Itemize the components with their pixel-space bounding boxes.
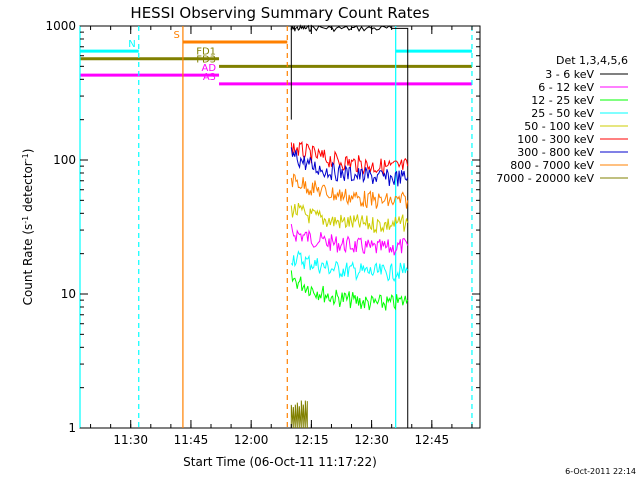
y-axis-label-sup1: -1 <box>21 216 30 224</box>
series-line <box>290 400 308 429</box>
legend-entry-label: 800 - 7000 keV <box>510 159 594 172</box>
x-tick-label: 11:30 <box>113 433 148 447</box>
y-tick-label: 100 <box>53 153 76 167</box>
y-axis-label-end: ) <box>21 149 35 154</box>
series-line <box>290 223 409 256</box>
series-line <box>290 202 409 234</box>
y-axis-label-sup2: -1 <box>21 153 30 161</box>
legend-entry-label: 6 - 12 keV <box>538 81 594 94</box>
legend-entry-label: 12 - 25 keV <box>531 94 594 107</box>
series-line <box>290 173 409 209</box>
footer-timestamp: 6-Oct-2011 22:14 <box>565 467 636 476</box>
flag-label: A3 <box>203 72 216 83</box>
y-axis-label: Count Rate (s-1 detector-1) <box>21 149 36 306</box>
series-layer <box>290 24 409 429</box>
x-tick-label: 11:45 <box>174 433 209 447</box>
legend-entry-label: 50 - 100 keV <box>524 120 594 133</box>
x-tick-label: 12:15 <box>294 433 329 447</box>
tick-layer: 11:30 11:45 12:00 12:15 12:30 12:45 1 10 100 1000 <box>45 19 480 447</box>
x-tick-label: 12:00 <box>234 433 269 447</box>
y-tick-label: 1 <box>68 421 76 435</box>
y-axis-label-mid: detector <box>21 161 35 216</box>
series-line <box>290 270 409 311</box>
x-tick-label: 12:45 <box>415 433 450 447</box>
flag-label: FD3 <box>196 54 216 65</box>
series-line <box>290 250 409 282</box>
legend-entry-label: 100 - 300 keV <box>517 133 594 146</box>
legend-entry-label: 3 - 6 keV <box>545 68 594 81</box>
legend-entry-label: 300 - 800 keV <box>517 146 594 159</box>
x-tick-label: 12:30 <box>354 433 389 447</box>
flag-label: S <box>174 30 180 41</box>
flag-label: AD <box>201 63 216 74</box>
y-axis-label-main: Count Rate (s <box>21 224 35 306</box>
legend-entry-label: 25 - 50 keV <box>531 107 594 120</box>
flag-label: N <box>128 39 135 50</box>
y-tick-label: 10 <box>61 287 76 301</box>
y-tick-label: 1000 <box>45 19 76 33</box>
x-axis-label: Start Time (06-Oct-11 11:17:22) <box>183 455 377 469</box>
series-line <box>290 140 409 176</box>
flag-label: FD1 <box>196 47 216 58</box>
vertical-marker-layer <box>79 26 473 428</box>
plot-frame <box>79 25 481 429</box>
series-line <box>290 147 409 187</box>
chart-title: HESSI Observing Summary Count Rates <box>130 4 429 22</box>
legend-title: Det 1,3,4,5,6 <box>556 54 628 67</box>
legend-entry-label: 7000 - 20000 keV <box>496 172 594 185</box>
